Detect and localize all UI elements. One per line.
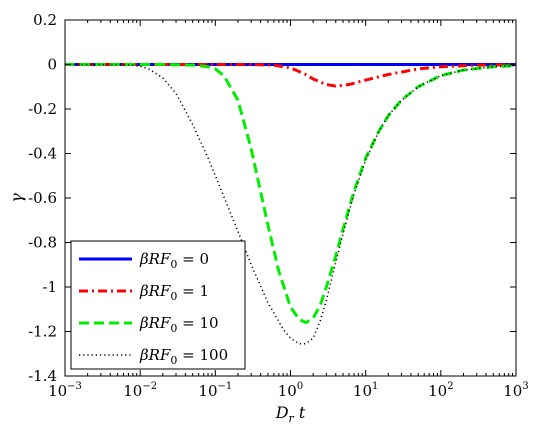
x-axis-label: Dr t [275, 403, 306, 425]
series-layer [65, 63, 517, 345]
y-tick-label: -0.8 [28, 234, 57, 252]
axes-layer: 10−3 10−2 10−1 100 101 102 103 0.2 0 -0.2 -0.4 -0.6… [7, 11, 529, 425]
legend-label-1: βRF0 = 1 [139, 282, 209, 303]
x-tick-label: 102 [428, 381, 453, 400]
y-axis-label: γ [7, 193, 26, 203]
x-tick-label: 10−2 [123, 381, 157, 400]
legend-label-2: βRF0 = 10 [139, 314, 219, 335]
y-tick-label: -0.2 [28, 100, 57, 118]
legend-label-0: βRF0 = 0 [139, 250, 209, 271]
y-tick-label: -0.4 [28, 145, 57, 163]
y-tick-label: -0.6 [28, 189, 57, 207]
legend: βRF0 = 0 βRF0 = 1 βRF0 = 10 βRF0 = 100 [70, 240, 246, 370]
x-tick-label: 10−1 [198, 381, 232, 400]
y-tick-label: -1.4 [28, 367, 57, 385]
x-tick-label: 10−3 [48, 381, 82, 400]
y-tick-label: 0 [47, 56, 57, 74]
x-tick-label: 101 [353, 381, 378, 400]
series-line-1 [65, 63, 517, 88]
x-tick-label: 103 [503, 381, 528, 400]
y-tick-label: -1.2 [28, 323, 57, 341]
x-tick-label: 100 [278, 381, 303, 400]
legend-label-3: βRF0 = 100 [139, 346, 228, 367]
legend-box [70, 240, 246, 370]
y-tick-label: 0.2 [33, 11, 57, 29]
y-tick-label: -1 [42, 278, 57, 296]
